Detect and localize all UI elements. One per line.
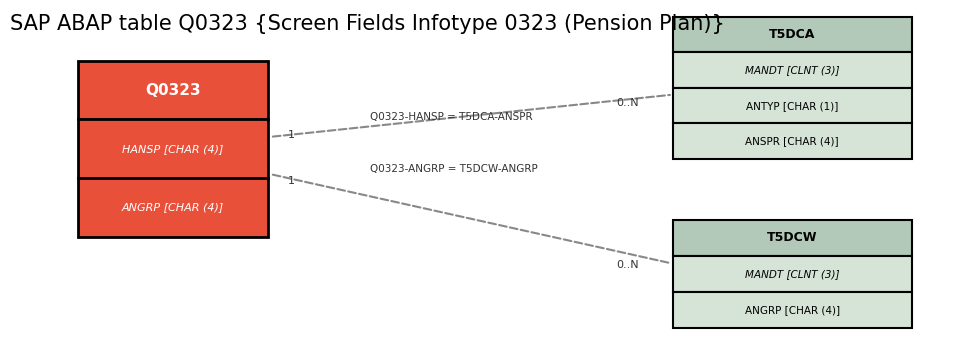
Text: T5DCA: T5DCA: [769, 28, 815, 41]
Text: HANSP [CHAR (4)]: HANSP [CHAR (4)]: [123, 144, 223, 154]
Text: ANTYP [CHAR (1)]: ANTYP [CHAR (1)]: [746, 101, 838, 111]
Text: Q0323-HANSP = T5DCA-ANSPR: Q0323-HANSP = T5DCA-ANSPR: [370, 112, 533, 122]
Text: Q0323: Q0323: [145, 82, 201, 98]
FancyBboxPatch shape: [673, 88, 912, 123]
FancyBboxPatch shape: [78, 61, 268, 119]
Text: 0..N: 0..N: [616, 260, 639, 270]
Text: 0..N: 0..N: [616, 98, 639, 108]
FancyBboxPatch shape: [673, 256, 912, 292]
FancyBboxPatch shape: [673, 220, 912, 256]
Text: ANGRP [CHAR (4)]: ANGRP [CHAR (4)]: [122, 202, 224, 212]
FancyBboxPatch shape: [78, 178, 268, 237]
Text: ANSPR [CHAR (4)]: ANSPR [CHAR (4)]: [745, 136, 839, 146]
Text: 1: 1: [288, 176, 294, 186]
FancyBboxPatch shape: [78, 119, 268, 178]
Text: MANDT [CLNT (3)]: MANDT [CLNT (3)]: [745, 65, 839, 75]
Text: Q0323-ANGRP = T5DCW-ANGRP: Q0323-ANGRP = T5DCW-ANGRP: [370, 164, 538, 174]
Text: ANGRP [CHAR (4)]: ANGRP [CHAR (4)]: [745, 305, 839, 315]
Text: 1: 1: [288, 130, 294, 140]
FancyBboxPatch shape: [673, 52, 912, 88]
FancyBboxPatch shape: [673, 123, 912, 159]
Text: SAP ABAP table Q0323 {Screen Fields Infotype 0323 (Pension Plan)}: SAP ABAP table Q0323 {Screen Fields Info…: [10, 14, 724, 33]
Text: MANDT [CLNT (3)]: MANDT [CLNT (3)]: [745, 269, 839, 279]
FancyBboxPatch shape: [673, 17, 912, 52]
FancyBboxPatch shape: [673, 292, 912, 328]
Text: T5DCW: T5DCW: [767, 231, 817, 244]
